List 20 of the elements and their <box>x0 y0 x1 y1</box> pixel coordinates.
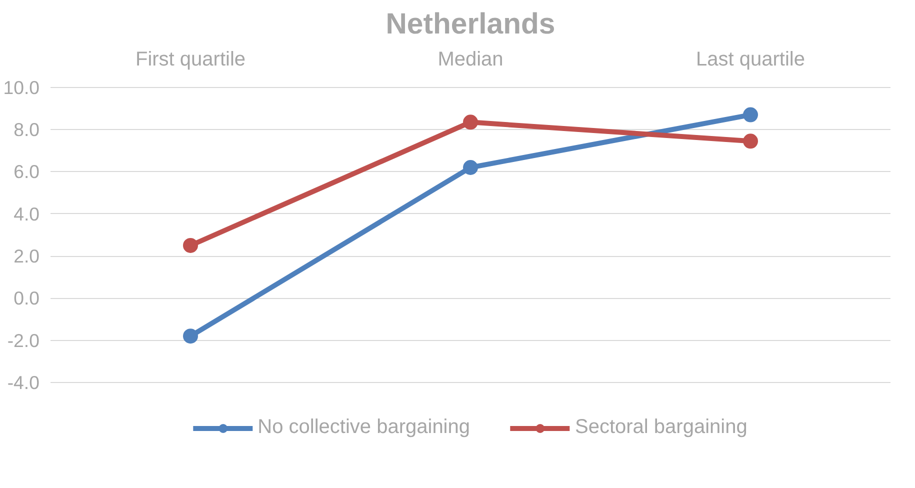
y-tick-label: 6.0 <box>14 161 40 182</box>
x-tick-label: First quartile <box>135 48 246 70</box>
y-tick-label: 10.0 <box>3 76 40 98</box>
y-tick-label: 0.0 <box>14 288 40 309</box>
x-tick-label: Last quartile <box>696 48 805 70</box>
y-tick-label: -2.0 <box>7 330 40 351</box>
y-tick-label: 8.0 <box>14 119 40 140</box>
y-tick-label: 4.0 <box>14 203 40 224</box>
y-tick-label: 2.0 <box>14 246 40 267</box>
legend-label: No collective bargaining <box>258 416 470 439</box>
point <box>743 107 758 122</box>
legend-label: Sectoral bargaining <box>575 416 748 439</box>
point <box>183 238 198 253</box>
x-tick-label: Median <box>438 48 504 70</box>
y-tick-label: -4.0 <box>7 372 40 393</box>
point <box>183 328 198 344</box>
point <box>463 160 478 175</box>
chart-title: Netherlands <box>386 8 556 40</box>
point <box>463 114 478 130</box>
point <box>743 134 758 149</box>
